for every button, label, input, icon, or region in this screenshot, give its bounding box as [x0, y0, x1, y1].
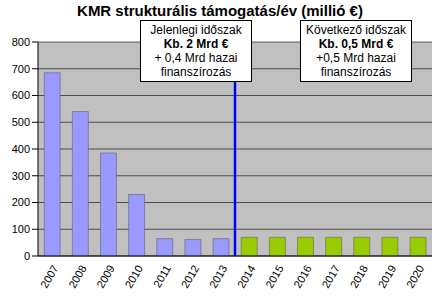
svg-text:2010: 2010 [122, 263, 145, 290]
svg-text:300: 300 [12, 170, 30, 182]
svg-text:2009: 2009 [94, 263, 117, 290]
svg-text:100: 100 [12, 223, 30, 235]
svg-text:2020: 2020 [404, 263, 427, 290]
svg-text:2014: 2014 [235, 263, 258, 290]
svg-text:0: 0 [24, 250, 30, 262]
html-text:Jelenlegi időszak: Jelenlegi időszak [150, 23, 242, 37]
svg-text:500: 500 [12, 116, 30, 128]
html-text:Kb. 0,5 Mrd €: Kb. 0,5 Mrd € [318, 37, 394, 51]
svg-text:800: 800 [12, 36, 30, 48]
svg-text:2015: 2015 [263, 263, 286, 290]
html-text:Kb. 2 Mrd €: Kb. 2 Mrd € [163, 37, 229, 51]
svg-text:2018: 2018 [348, 263, 371, 290]
svg-text:400: 400 [12, 143, 30, 155]
svg-text:2016: 2016 [291, 263, 314, 290]
svg-text:2013: 2013 [207, 263, 230, 290]
svg-text:2012: 2012 [179, 263, 202, 290]
svg-text:600: 600 [12, 89, 30, 101]
svg-text:2008: 2008 [66, 263, 89, 290]
svg-text:2011: 2011 [151, 263, 173, 289]
html-text:KMR strukturális támogatás/év: KMR strukturális támogatás/év (millió €) [77, 2, 363, 19]
html-text:+ 0,4 Mrd hazai finanszírozás: + 0,4 Mrd hazai finanszírozás [154, 51, 238, 79]
svg-text:2017: 2017 [319, 263, 342, 290]
html-text:Következő időszak: Következő időszak [306, 23, 406, 37]
svg-text:2019: 2019 [376, 263, 399, 290]
svg-text:200: 200 [12, 196, 30, 208]
svg-text:700: 700 [12, 63, 30, 75]
svg-text:2007: 2007 [38, 263, 61, 290]
html-text:+0,5 Mrd hazai finanszírozás: +0,5 Mrd hazai finanszírozás [316, 51, 396, 79]
